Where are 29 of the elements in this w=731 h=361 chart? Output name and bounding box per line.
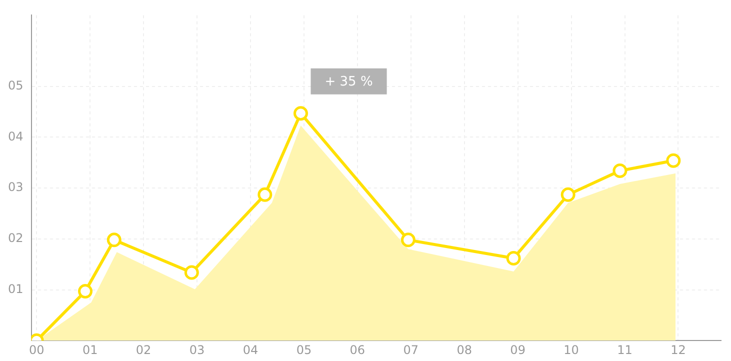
x-tick-label: 03 [189, 342, 205, 357]
x-tick-label: 09 [510, 342, 526, 357]
x-tick-label: 02 [136, 342, 152, 357]
point [106, 232, 122, 248]
x-tick-label: 00 [28, 342, 44, 357]
y-tick-label: 03 [8, 180, 24, 194]
x-tick-label: 11 [617, 342, 632, 357]
annotation: + 35 % [324, 74, 373, 90]
point [666, 153, 681, 168]
x-tick-label: 06 [350, 342, 366, 357]
y-tick-label: 05 [8, 78, 24, 93]
y-tick-label: 01 [8, 282, 24, 296]
x-tick-label: 07 [403, 342, 419, 357]
point [560, 187, 576, 202]
point [612, 164, 628, 178]
x-tick-label: 05 [296, 342, 312, 357]
point [506, 250, 521, 266]
y-tick-label: 02 [8, 231, 24, 246]
x-tick-label: 12 [670, 342, 686, 357]
point [184, 265, 199, 280]
point [293, 106, 308, 121]
point [78, 284, 93, 299]
x-tick-label: 10 [564, 342, 579, 357]
y-tick-label: 04 [8, 129, 24, 144]
x-tick-label: 01 [82, 342, 98, 357]
point [400, 232, 416, 248]
x-tick-label: 04 [242, 342, 258, 357]
point [258, 187, 272, 202]
x-tick-label: 08 [456, 342, 472, 357]
